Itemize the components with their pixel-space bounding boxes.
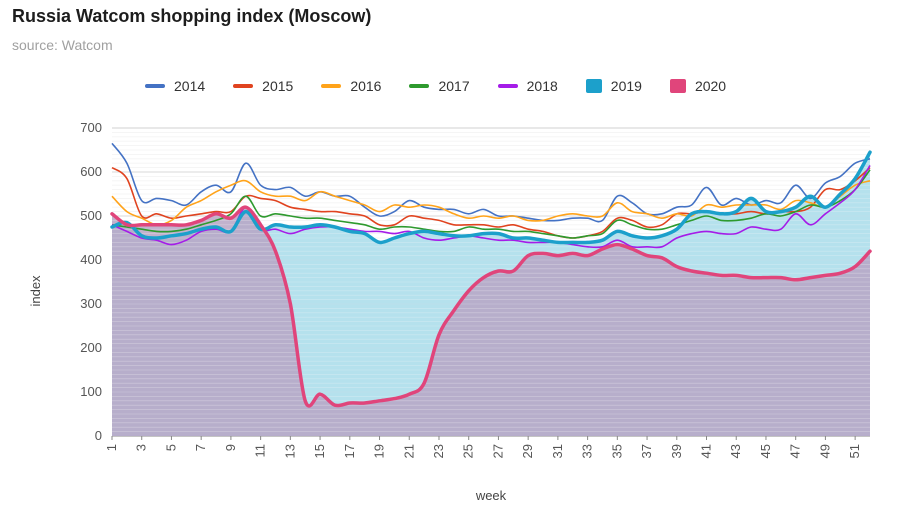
legend-label-2017: 2017 bbox=[438, 78, 470, 94]
x-tick-label: 35 bbox=[609, 444, 624, 458]
legend-item-2019[interactable]: 2019 bbox=[585, 78, 642, 94]
legend-label-2020: 2020 bbox=[694, 78, 727, 94]
x-tick-label: 3 bbox=[134, 444, 149, 451]
x-tick-label: 45 bbox=[758, 444, 773, 458]
legend-label-2018: 2018 bbox=[526, 78, 558, 94]
x-tick-label: 43 bbox=[728, 444, 743, 458]
line-2019 bbox=[110, 150, 872, 245]
y-tick-label: 300 bbox=[80, 296, 102, 311]
legend-item-2014[interactable]: 2014 bbox=[145, 78, 205, 94]
legend-item-2018[interactable]: 2018 bbox=[497, 78, 558, 94]
x-tick-label: 11 bbox=[253, 444, 268, 458]
x-tick-label: 17 bbox=[342, 444, 357, 458]
x-tick-label: 5 bbox=[163, 444, 178, 451]
legend-label-2016: 2016 bbox=[350, 78, 382, 94]
legend-swatch-2015 bbox=[233, 84, 254, 88]
y-tick-label: 100 bbox=[80, 384, 102, 399]
legend: 2014 2015 2016 2017 2018 2019 2020 bbox=[145, 78, 754, 94]
x-tick-label: 15 bbox=[312, 444, 327, 458]
legend-label-2014: 2014 bbox=[174, 78, 206, 94]
x-tick-label: 27 bbox=[490, 444, 505, 458]
y-tick-label: 0 bbox=[95, 428, 102, 443]
chart-title: Russia Watcom shopping index (Moscow) bbox=[12, 6, 372, 26]
x-tick-label: 51 bbox=[847, 444, 862, 458]
x-tick-label: 23 bbox=[431, 444, 446, 458]
x-tick-label: 13 bbox=[282, 444, 297, 458]
x-axis-label: week bbox=[475, 488, 507, 503]
x-tick-label: 1 bbox=[104, 444, 119, 451]
legend-swatch-2016 bbox=[321, 84, 342, 88]
y-axis-label: index bbox=[28, 275, 43, 307]
legend-item-2020[interactable]: 2020 bbox=[669, 78, 727, 94]
line-2020 bbox=[110, 205, 872, 408]
y-tick-label: 700 bbox=[80, 120, 102, 135]
legend-label-2019: 2019 bbox=[610, 78, 642, 94]
area-layer bbox=[112, 132, 870, 436]
legend-item-2015[interactable]: 2015 bbox=[233, 78, 293, 94]
legend-item-2017[interactable]: 2017 bbox=[409, 78, 470, 94]
legend-swatch-2018 bbox=[497, 84, 518, 88]
y-tick-label: 400 bbox=[80, 252, 102, 267]
x-tick-label: 9 bbox=[223, 444, 238, 451]
line-2017 bbox=[111, 169, 871, 239]
x-tick-label: 31 bbox=[550, 444, 565, 458]
legend-swatch-2019 bbox=[585, 79, 602, 93]
legend-swatch-2017 bbox=[409, 84, 430, 88]
x-tick-label: 41 bbox=[699, 444, 714, 458]
x-tick-label: 37 bbox=[639, 444, 654, 458]
x-tick-label: 19 bbox=[372, 444, 387, 458]
x-tick-label: 7 bbox=[193, 444, 208, 451]
x-tick-label: 49 bbox=[817, 444, 832, 458]
y-tick-label: 600 bbox=[80, 164, 102, 179]
x-tick-label: 29 bbox=[520, 444, 535, 458]
legend-swatch-2014 bbox=[145, 84, 165, 88]
chart-subtitle: source: Watcom bbox=[12, 37, 113, 53]
x-tick-label: 39 bbox=[669, 444, 684, 458]
legend-label-2015: 2015 bbox=[262, 78, 294, 94]
legend-swatch-2020 bbox=[669, 79, 686, 93]
line-layer bbox=[110, 142, 872, 408]
area-2020 bbox=[112, 207, 870, 436]
x-tick-label: 33 bbox=[580, 444, 595, 458]
legend-item-2016[interactable]: 2016 bbox=[321, 78, 381, 94]
y-tick-label: 500 bbox=[80, 208, 102, 223]
y-tick-label: 200 bbox=[80, 340, 102, 355]
x-tick-label: 21 bbox=[401, 444, 416, 458]
x-tick-label: 25 bbox=[461, 444, 476, 458]
x-axis: 1 3 5 7 9 11 13 15 17 19 21 23 25 27 29 31 33 35 37 39 41 43 4… bbox=[104, 436, 862, 458]
x-tick-label: 47 bbox=[788, 444, 803, 458]
y-axis: 0 100 200 300 400 500 600 700 bbox=[80, 120, 102, 443]
